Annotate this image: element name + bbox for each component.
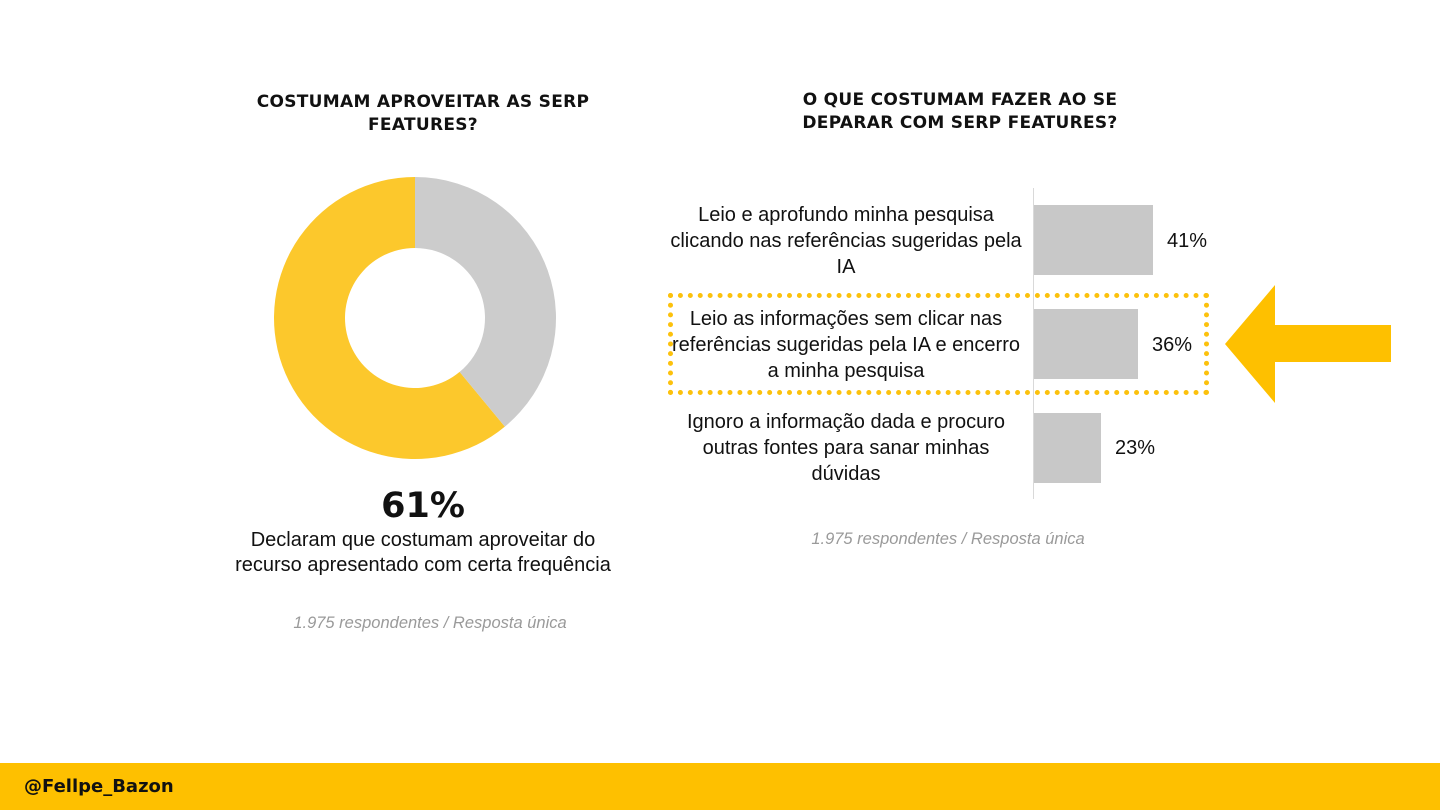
donut-caption: Declaram que costumam aproveitar do recu…: [235, 529, 611, 576]
bar: [1034, 413, 1101, 483]
bar-category-label: Leio as informações sem clicar nas refer…: [672, 308, 1020, 382]
bar: [1034, 205, 1153, 275]
arrow-left-icon: [1225, 285, 1391, 403]
bar-respondents-note: 1.975 respondentes / Resposta única: [811, 530, 1085, 548]
donut-big-percent: 61%: [381, 486, 465, 526]
bar-value-label: 23%: [1115, 437, 1156, 459]
donut-slice-no: [415, 177, 556, 427]
bar-category-label: Ignoro a informação dada e procuro outra…: [687, 411, 1005, 485]
donut-slice-yes: [273, 177, 505, 459]
highlight-box: [668, 293, 1209, 395]
footer-bar: [0, 763, 1440, 810]
bar-chart-title: O QUE COSTUMAM FAZER AO SE DEPARAR COM S…: [802, 90, 1118, 133]
bar-chart-axis: [1033, 188, 1034, 499]
author-handle: @Fellpe_Bazon: [24, 776, 174, 797]
donut-respondents-note: 1.975 respondentes / Resposta única: [293, 614, 567, 632]
bar: [1034, 309, 1138, 379]
bar-value-label: 41%: [1167, 230, 1208, 252]
bar-value-label: 36%: [1152, 334, 1193, 356]
bar-category-label: Leio e aprofundo minha pesquisa clicando…: [670, 204, 1022, 278]
donut-chart: [273, 177, 556, 459]
donut-chart-title: COSTUMAM APROVEITAR AS SERP FEATURES?: [256, 92, 590, 135]
